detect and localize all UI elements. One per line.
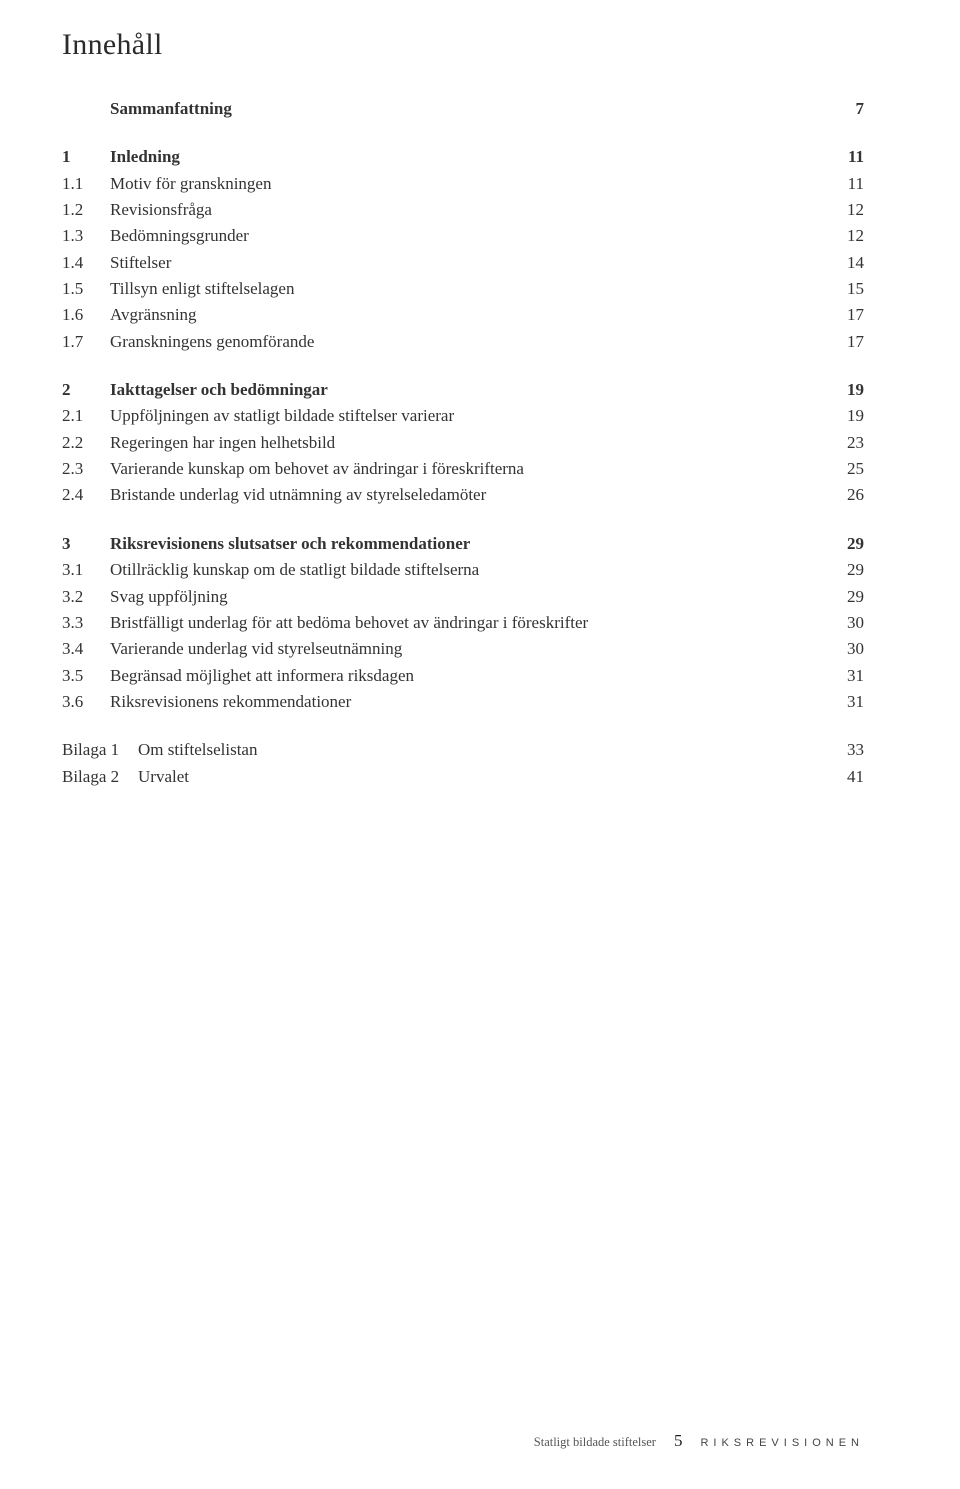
toc-page: 29	[824, 557, 864, 583]
footer-doc-title: Statligt bildade stiftelser	[534, 1435, 656, 1450]
page: Innehåll Sammanfattning 7 1 Inledning 11…	[0, 0, 960, 1489]
toc-appendix-num: Bilaga 1	[62, 737, 138, 763]
toc-chapter-label: Iakttagelser och bedömningar	[110, 377, 824, 403]
toc-item-label: Otillräcklig kunskap om de statligt bild…	[110, 557, 824, 583]
toc-summary-row: Sammanfattning 7	[62, 96, 864, 122]
toc-item-row: 3.6 Riksrevisionens rekommendationer 31	[62, 689, 864, 715]
toc-appendix-label: Om stiftelselistan	[138, 737, 824, 763]
toc-num: 3.5	[62, 663, 110, 689]
toc-num: 3.3	[62, 610, 110, 636]
toc-item-row: 1.2 Revisionsfråga 12	[62, 197, 864, 223]
toc-item-row: 1.5 Tillsyn enligt stiftelselagen 15	[62, 276, 864, 302]
toc-page: 23	[824, 430, 864, 456]
toc-page: 33	[824, 737, 864, 763]
toc-page: 41	[824, 764, 864, 790]
toc-num: 3	[62, 531, 110, 557]
toc-page: 30	[824, 610, 864, 636]
toc-item-label: Bedömningsgrunder	[110, 223, 824, 249]
toc-item-label: Uppföljningen av statligt bildade stifte…	[110, 403, 824, 429]
toc-item-label: Svag uppföljning	[110, 584, 824, 610]
toc-page: 19	[824, 377, 864, 403]
toc-item-label: Avgränsning	[110, 302, 824, 328]
toc-num: 2.1	[62, 403, 110, 429]
toc-num: 1	[62, 144, 110, 170]
page-footer: Statligt bildade stiftelser 5 RIKSREVISI…	[62, 1431, 864, 1451]
toc-item-row: 3.4 Varierande underlag vid styrelseutnä…	[62, 636, 864, 662]
toc-item-label: Regeringen har ingen helhetsbild	[110, 430, 824, 456]
toc-page: 17	[824, 329, 864, 355]
toc-appendix-row: Bilaga 1 Om stiftelselistan 33	[62, 737, 864, 763]
toc-item-row: 2.4 Bristande underlag vid utnämning av …	[62, 482, 864, 508]
toc-appendix-label: Urvalet	[138, 764, 824, 790]
toc-item-row: 2.1 Uppföljningen av statligt bildade st…	[62, 403, 864, 429]
toc-item-row: 3.2 Svag uppföljning 29	[62, 584, 864, 610]
toc-page: 11	[824, 171, 864, 197]
toc-num: 3.6	[62, 689, 110, 715]
toc-item-label: Revisionsfråga	[110, 197, 824, 223]
toc-item-label: Stiftelser	[110, 250, 824, 276]
toc-appendix-row: Bilaga 2 Urvalet 41	[62, 764, 864, 790]
toc-chapter-row: 1 Inledning 11	[62, 144, 864, 170]
toc-page: 29	[824, 584, 864, 610]
toc-page: 31	[824, 663, 864, 689]
toc-page: 25	[824, 456, 864, 482]
toc-appendix-group: Bilaga 1 Om stiftelselistan 33 Bilaga 2 …	[62, 737, 864, 790]
toc-item-label: Varierande kunskap om behovet av ändring…	[110, 456, 824, 482]
toc-appendix-num: Bilaga 2	[62, 764, 138, 790]
toc-num: 2.2	[62, 430, 110, 456]
toc-page: 17	[824, 302, 864, 328]
toc-num: 1.3	[62, 223, 110, 249]
toc-page: 29	[824, 531, 864, 557]
toc-item-row: 3.3 Bristfälligt underlag för att bedöma…	[62, 610, 864, 636]
toc-item-row: 1.7 Granskningens genomförande 17	[62, 329, 864, 355]
toc-item-label: Motiv för granskningen	[110, 171, 824, 197]
toc-page: 19	[824, 403, 864, 429]
toc-item-row: 1.6 Avgränsning 17	[62, 302, 864, 328]
toc-page: 31	[824, 689, 864, 715]
toc-item-row: 3.1 Otillräcklig kunskap om de statligt …	[62, 557, 864, 583]
toc-num: 1.4	[62, 250, 110, 276]
toc-page: 12	[824, 223, 864, 249]
toc-num: 3.2	[62, 584, 110, 610]
toc-item-label: Bristande underlag vid utnämning av styr…	[110, 482, 824, 508]
toc-chapter-label: Inledning	[110, 144, 824, 170]
toc-page: 30	[824, 636, 864, 662]
toc-num: 3.1	[62, 557, 110, 583]
toc-item-row: 1.4 Stiftelser 14	[62, 250, 864, 276]
toc-page: 26	[824, 482, 864, 508]
toc-item-label: Begränsad möjlighet att informera riksda…	[110, 663, 824, 689]
toc-num: 1.6	[62, 302, 110, 328]
toc-summary-page: 7	[824, 96, 864, 122]
footer-page-num: 5	[674, 1431, 683, 1451]
toc-item-row: 1.1 Motiv för granskningen 11	[62, 171, 864, 197]
toc-item-label: Riksrevisionens rekommendationer	[110, 689, 824, 715]
toc-chapter-label: Riksrevisionens slutsatser och rekommend…	[110, 531, 824, 557]
toc-summary-label: Sammanfattning	[110, 96, 824, 122]
toc-item-label: Varierande underlag vid styrelseutnämnin…	[110, 636, 824, 662]
page-title: Innehåll	[62, 28, 864, 62]
toc-num: 1.2	[62, 197, 110, 223]
toc-page: 15	[824, 276, 864, 302]
toc-num: 1.7	[62, 329, 110, 355]
toc-chapter-row: 3 Riksrevisionens slutsatser och rekomme…	[62, 531, 864, 557]
toc-item-row: 3.5 Begränsad möjlighet att informera ri…	[62, 663, 864, 689]
toc-num: 2	[62, 377, 110, 403]
toc-item-row: 2.2 Regeringen har ingen helhetsbild 23	[62, 430, 864, 456]
toc-item-label: Granskningens genomförande	[110, 329, 824, 355]
toc-page: 12	[824, 197, 864, 223]
toc-chapter-row: 2 Iakttagelser och bedömningar 19	[62, 377, 864, 403]
toc-item-row: 1.3 Bedömningsgrunder 12	[62, 223, 864, 249]
toc-num: 2.3	[62, 456, 110, 482]
footer-org: RIKSREVISIONEN	[700, 1437, 864, 1449]
toc-item-label: Tillsyn enligt stiftelselagen	[110, 276, 824, 302]
toc-num: 3.4	[62, 636, 110, 662]
toc-page: 11	[824, 144, 864, 170]
toc-page: 14	[824, 250, 864, 276]
toc-item-label: Bristfälligt underlag för att bedöma beh…	[110, 610, 824, 636]
toc-num: 2.4	[62, 482, 110, 508]
toc-num: 1.1	[62, 171, 110, 197]
toc-item-row: 2.3 Varierande kunskap om behovet av änd…	[62, 456, 864, 482]
toc-num: 1.5	[62, 276, 110, 302]
